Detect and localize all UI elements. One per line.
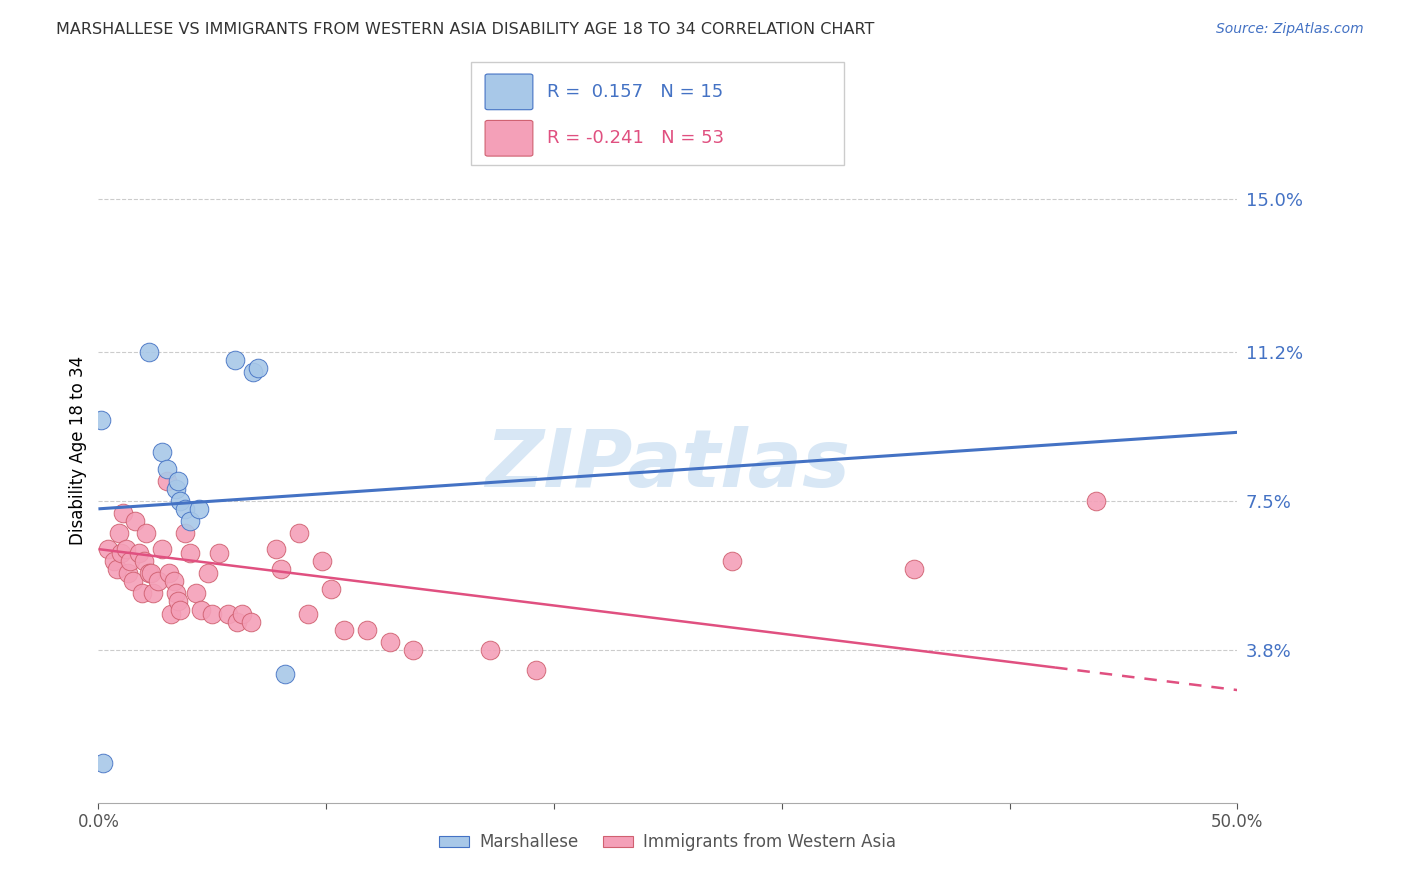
Point bbox=[240, 615, 263, 629]
Point bbox=[270, 562, 292, 576]
Point bbox=[150, 445, 173, 459]
Point bbox=[157, 566, 180, 581]
Point bbox=[311, 554, 333, 568]
Point bbox=[224, 352, 246, 367]
Point bbox=[231, 607, 253, 621]
Point bbox=[226, 615, 249, 629]
Point bbox=[162, 574, 184, 589]
Point bbox=[138, 344, 160, 359]
Point bbox=[319, 582, 342, 597]
Point bbox=[242, 365, 264, 379]
Point bbox=[128, 546, 150, 560]
Point bbox=[91, 756, 114, 770]
Legend: Marshallese, Immigrants from Western Asia: Marshallese, Immigrants from Western Asi… bbox=[433, 827, 903, 858]
Point bbox=[165, 482, 187, 496]
Point bbox=[110, 546, 132, 560]
Point bbox=[146, 574, 169, 589]
Point bbox=[174, 501, 197, 516]
Point bbox=[208, 546, 231, 560]
Text: MARSHALLESE VS IMMIGRANTS FROM WESTERN ASIA DISABILITY AGE 18 TO 34 CORRELATION : MARSHALLESE VS IMMIGRANTS FROM WESTERN A… bbox=[56, 22, 875, 37]
Point bbox=[105, 562, 128, 576]
Point bbox=[187, 501, 209, 516]
Point bbox=[138, 566, 160, 581]
Point bbox=[333, 623, 356, 637]
Point bbox=[142, 586, 165, 600]
Point bbox=[169, 493, 191, 508]
Point bbox=[117, 566, 139, 581]
Point bbox=[112, 506, 135, 520]
Point bbox=[167, 594, 190, 608]
Point bbox=[179, 546, 201, 560]
Point bbox=[169, 602, 191, 616]
Point bbox=[197, 566, 219, 581]
Point bbox=[156, 474, 179, 488]
Point bbox=[246, 360, 269, 375]
Point bbox=[264, 542, 287, 557]
Point bbox=[297, 607, 319, 621]
Point bbox=[479, 642, 502, 657]
Point bbox=[720, 554, 742, 568]
Point bbox=[103, 554, 125, 568]
Point bbox=[274, 667, 297, 681]
Point bbox=[160, 607, 183, 621]
Point bbox=[402, 642, 425, 657]
Point bbox=[903, 562, 925, 576]
Point bbox=[1085, 493, 1108, 508]
Point bbox=[524, 663, 547, 677]
Point bbox=[156, 461, 179, 475]
Point bbox=[201, 607, 224, 621]
Point bbox=[167, 474, 190, 488]
Point bbox=[90, 413, 112, 427]
Point bbox=[131, 586, 153, 600]
Point bbox=[288, 526, 311, 541]
Point bbox=[120, 554, 142, 568]
Point bbox=[114, 542, 136, 557]
Y-axis label: Disability Age 18 to 34: Disability Age 18 to 34 bbox=[69, 356, 87, 545]
Text: Source: ZipAtlas.com: Source: ZipAtlas.com bbox=[1216, 22, 1364, 37]
Text: R =  0.157   N = 15: R = 0.157 N = 15 bbox=[547, 83, 723, 101]
Point bbox=[132, 554, 155, 568]
Point bbox=[179, 514, 201, 528]
Point bbox=[217, 607, 239, 621]
Point bbox=[135, 526, 157, 541]
Point bbox=[190, 602, 212, 616]
Point bbox=[121, 574, 143, 589]
Text: R = -0.241   N = 53: R = -0.241 N = 53 bbox=[547, 129, 724, 147]
Point bbox=[186, 586, 208, 600]
Point bbox=[139, 566, 162, 581]
Point bbox=[165, 586, 187, 600]
Point bbox=[356, 623, 378, 637]
Point bbox=[150, 542, 173, 557]
Text: ZIPatlas: ZIPatlas bbox=[485, 425, 851, 504]
Point bbox=[378, 634, 401, 648]
Point bbox=[96, 542, 118, 557]
Point bbox=[124, 514, 146, 528]
Point bbox=[108, 526, 131, 541]
Point bbox=[174, 526, 197, 541]
